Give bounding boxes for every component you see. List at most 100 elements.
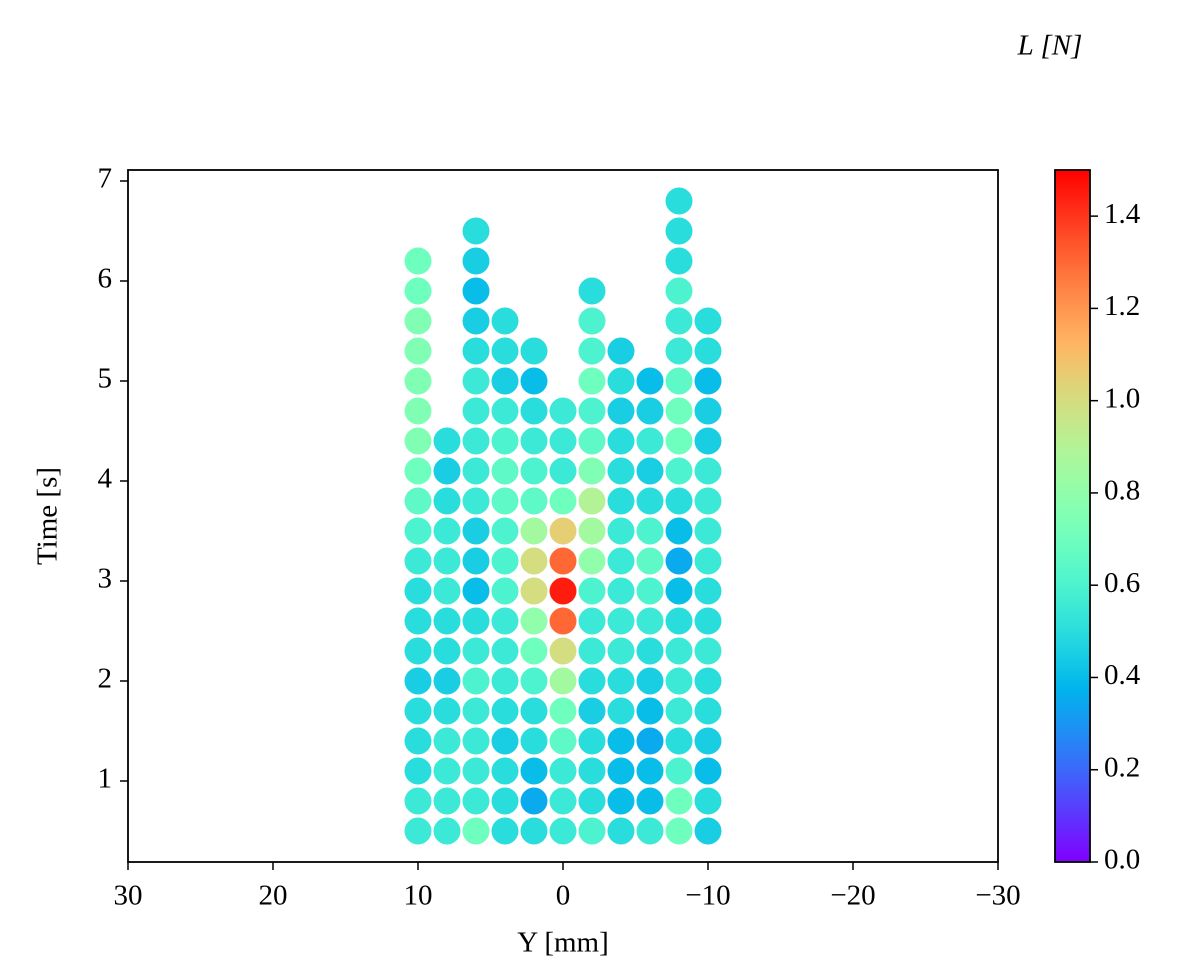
point	[520, 787, 548, 815]
point	[665, 187, 693, 215]
colorbar-tick-label: 0.2	[1104, 751, 1140, 783]
point	[636, 817, 664, 845]
point	[665, 397, 693, 425]
point	[462, 517, 490, 545]
point	[665, 337, 693, 365]
y-tick-label: 5	[98, 363, 113, 395]
point	[636, 397, 664, 425]
point	[607, 397, 635, 425]
point	[491, 487, 519, 515]
point	[404, 517, 432, 545]
point	[665, 367, 693, 395]
point	[462, 457, 490, 485]
point	[549, 787, 577, 815]
point	[607, 517, 635, 545]
y-axis-label: Time [s]	[32, 467, 64, 565]
point	[549, 427, 577, 455]
point	[520, 637, 548, 665]
point	[404, 667, 432, 695]
point	[462, 817, 490, 845]
point	[607, 727, 635, 755]
point	[578, 787, 606, 815]
point	[520, 367, 548, 395]
point	[578, 337, 606, 365]
point	[636, 637, 664, 665]
point	[665, 547, 693, 575]
point	[607, 697, 635, 725]
colorbar-tick-label: 1.2	[1104, 290, 1140, 322]
point	[491, 577, 519, 605]
point	[578, 457, 606, 485]
point	[549, 667, 577, 695]
point	[694, 367, 722, 395]
point	[607, 787, 635, 815]
point	[404, 727, 432, 755]
point	[462, 307, 490, 335]
point	[491, 307, 519, 335]
point	[636, 427, 664, 455]
point	[462, 727, 490, 755]
point	[694, 697, 722, 725]
point	[520, 667, 548, 695]
point	[665, 637, 693, 665]
point	[404, 577, 432, 605]
point	[607, 577, 635, 605]
point	[694, 517, 722, 545]
point	[520, 607, 548, 635]
point	[491, 667, 519, 695]
point	[433, 727, 461, 755]
point	[607, 667, 635, 695]
point	[607, 427, 635, 455]
point	[578, 517, 606, 545]
point	[404, 397, 432, 425]
colorbar-tick-label: 1.4	[1104, 198, 1141, 230]
point	[694, 457, 722, 485]
point	[607, 337, 635, 365]
point	[404, 337, 432, 365]
y-tick-label: 7	[98, 163, 113, 195]
point	[607, 457, 635, 485]
point	[462, 337, 490, 365]
point	[665, 757, 693, 785]
point	[433, 577, 461, 605]
point	[636, 457, 664, 485]
point	[433, 547, 461, 575]
point	[694, 307, 722, 335]
point	[433, 517, 461, 545]
point	[520, 577, 548, 605]
point	[578, 307, 606, 335]
point	[694, 637, 722, 665]
point	[462, 277, 490, 305]
point	[520, 757, 548, 785]
point	[433, 697, 461, 725]
point	[636, 697, 664, 725]
x-tick-label: −30	[975, 880, 1020, 912]
colorbar-label: L [N]	[1017, 30, 1083, 62]
point	[462, 487, 490, 515]
point	[491, 697, 519, 725]
point	[491, 427, 519, 455]
point	[665, 667, 693, 695]
point	[636, 577, 664, 605]
point	[433, 667, 461, 695]
point	[636, 547, 664, 575]
point	[462, 427, 490, 455]
point	[491, 547, 519, 575]
point	[491, 637, 519, 665]
point	[665, 277, 693, 305]
point	[404, 307, 432, 335]
colorbar-tick-label: 0.0	[1104, 844, 1140, 876]
point	[694, 607, 722, 635]
point	[607, 817, 635, 845]
point	[549, 577, 577, 605]
point	[520, 397, 548, 425]
point	[491, 367, 519, 395]
point	[665, 787, 693, 815]
point	[404, 607, 432, 635]
point	[491, 397, 519, 425]
point	[694, 487, 722, 515]
point	[549, 637, 577, 665]
point	[433, 487, 461, 515]
point	[694, 817, 722, 845]
point	[578, 667, 606, 695]
